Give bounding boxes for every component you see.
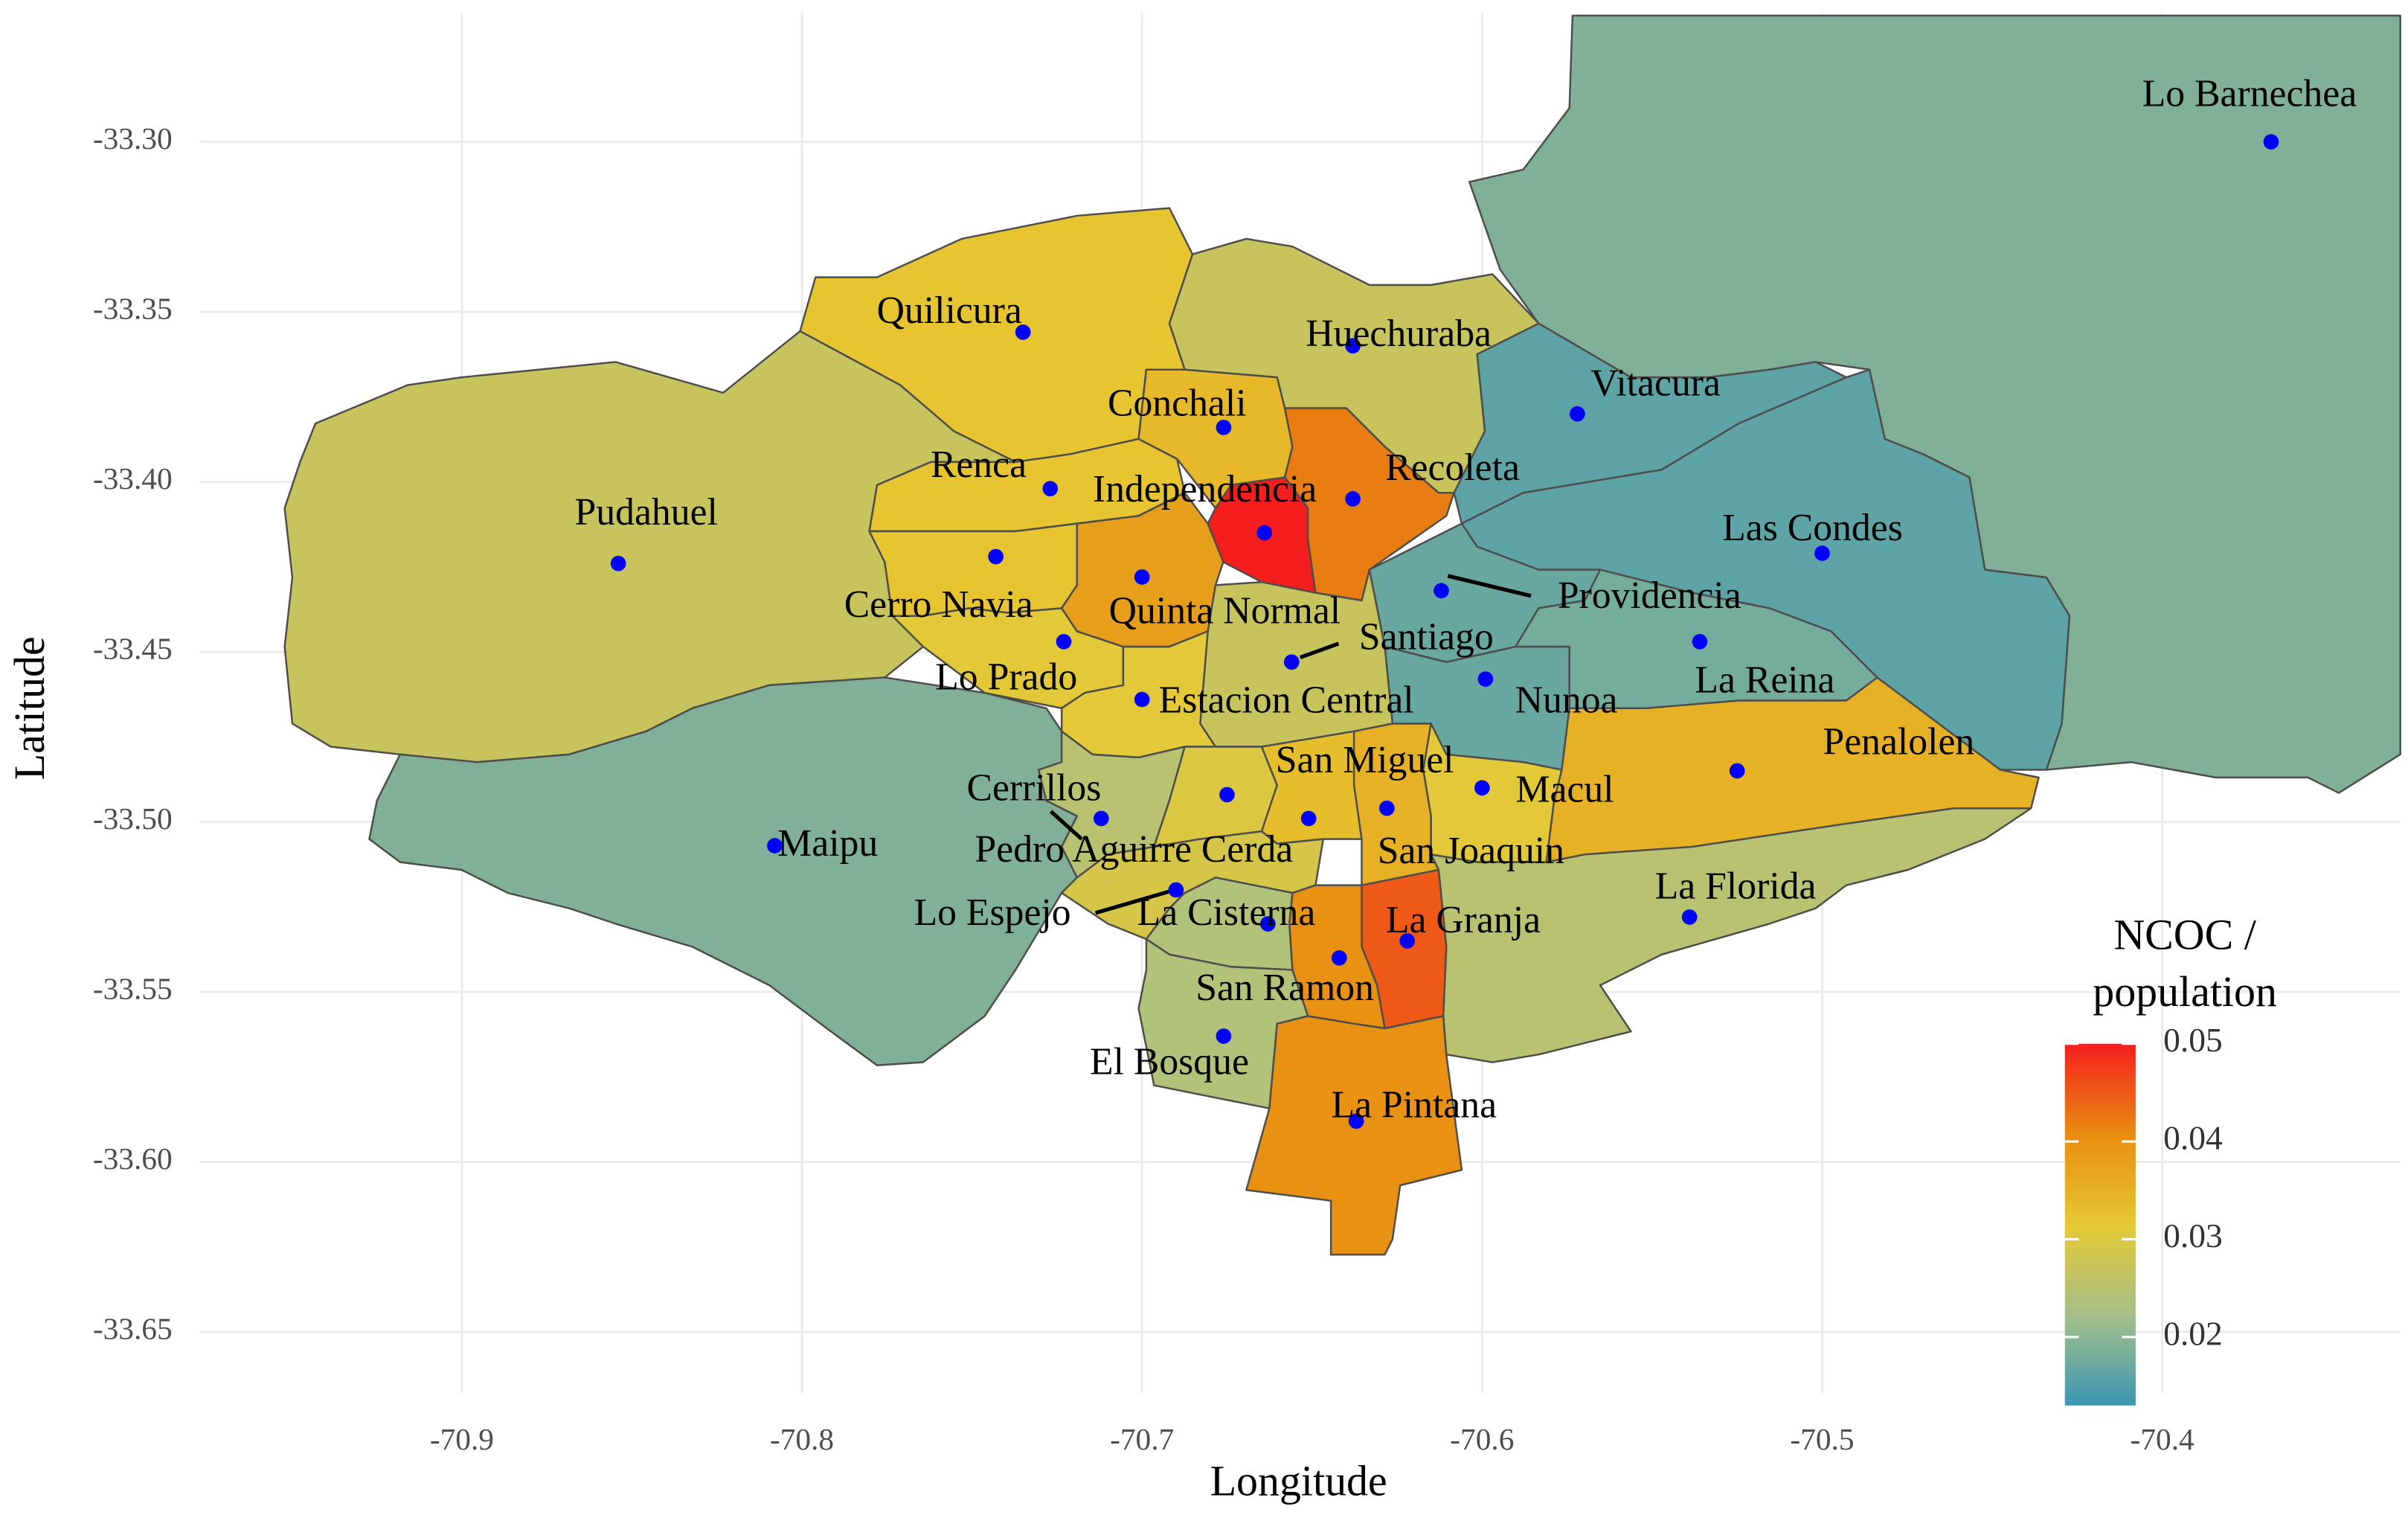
commune-label: Santiago (1359, 616, 1494, 659)
x-tick-label: -70.6 (1450, 1422, 1514, 1456)
commune-label: Macul (1516, 768, 1614, 810)
commune-point (1433, 583, 1449, 599)
commune-point (1300, 810, 1317, 827)
commune-label: Lo Espejo (914, 891, 1071, 934)
colorbar (2064, 1043, 2136, 1406)
commune-label: Pudahuel (575, 491, 718, 534)
commune-label: Conchali (1108, 382, 1247, 424)
commune-label: La Pintana (1332, 1083, 1497, 1126)
x-tick-label: -70.8 (770, 1422, 834, 1456)
legend-tick-label: 0.03 (2163, 1217, 2223, 1255)
leader-line (1049, 810, 1083, 841)
commune-label: Huechuraba (1306, 313, 1492, 355)
commune-point (767, 838, 783, 853)
legend-tick-label: 0.02 (2163, 1314, 2223, 1352)
x-axis-title: Longitude (1210, 1457, 1387, 1505)
x-tick-label: -70.4 (2131, 1422, 2195, 1456)
commune-point (1134, 691, 1150, 708)
y-tick-label: -33.55 (93, 971, 173, 1005)
commune-point (1216, 1028, 1232, 1044)
commune-point (1345, 491, 1361, 507)
commune-label: Quinta Normal (1109, 590, 1341, 632)
commune-point (1348, 1113, 1364, 1129)
y-axis-title: Latitude (5, 636, 54, 780)
commune-point (1093, 810, 1109, 827)
commune-label: La Cisterna (1137, 891, 1316, 934)
commune-point (2263, 134, 2279, 150)
commune-label: Renca (931, 443, 1027, 486)
leader-line (1447, 574, 1532, 598)
commune-label: La Reina (1695, 659, 1834, 702)
commune-point (1219, 787, 1235, 803)
commune-label: La Granja (1386, 899, 1541, 941)
commune-point (1134, 569, 1150, 585)
commune-label: Recoleta (1385, 446, 1520, 489)
y-tick-label: -33.45 (93, 632, 173, 666)
y-tick-label: -33.60 (93, 1141, 173, 1176)
commune-point (1042, 481, 1059, 497)
commune-point (1332, 949, 1347, 966)
region (1260, 730, 1363, 845)
legend-title: NCOC / (2113, 910, 2256, 958)
legend-tick-label: 0.05 (2163, 1021, 2223, 1059)
commune-label: Cerrillos (966, 766, 1101, 809)
y-tick-label: -33.30 (93, 121, 173, 156)
commune-point (1256, 525, 1273, 541)
leader-line (1094, 886, 1181, 915)
x-tick-label: -70.7 (1110, 1422, 1174, 1456)
commune-point (1260, 916, 1276, 932)
y-tick-label: -33.40 (93, 461, 173, 496)
commune-label: Vitacura (1590, 362, 1721, 404)
commune-point (1216, 420, 1232, 435)
region (1245, 1015, 1463, 1256)
commune-label: San Ramon (1195, 967, 1374, 1009)
x-tick-label: -70.5 (1790, 1422, 1854, 1456)
commune-label: Quilicura (877, 289, 1022, 332)
y-tick-label: -33.50 (93, 801, 173, 836)
commune-label: Pedro Aguirre Cerda (975, 828, 1294, 871)
commune-point (1015, 324, 1031, 340)
commune-point (1692, 633, 1708, 650)
x-tick-label: -70.9 (430, 1422, 494, 1456)
commune-label: Nunoa (1515, 679, 1618, 721)
commune-point (1345, 338, 1361, 354)
commune-label: Lo Barnechea (2142, 73, 2357, 115)
commune-label: Providencia (1558, 574, 1741, 617)
commune-label: Cerro Navia (844, 583, 1033, 626)
commune-point (1729, 763, 1745, 779)
commune-label: Lo Prado (935, 656, 1077, 698)
commune-label: Las Condes (1722, 507, 1903, 549)
commune-label: San Miguel (1276, 739, 1454, 781)
commune-point (1379, 800, 1395, 816)
commune-point (1056, 633, 1072, 650)
commune-point (1284, 654, 1300, 670)
y-tick-label: -33.65 (93, 1311, 173, 1345)
commune-label: Estacion Central (1159, 679, 1414, 721)
commune-label: Maipu (777, 822, 878, 865)
y-tick-label: -33.35 (93, 292, 173, 326)
region (1352, 723, 1440, 886)
legend-tick-label: 0.04 (2163, 1119, 2223, 1157)
commune-label: La Florida (1655, 865, 1817, 908)
commune-point (1399, 933, 1416, 949)
commune-label: Penalolen (1823, 720, 1974, 763)
commune-point (988, 548, 1004, 565)
leader-line (1299, 641, 1340, 659)
legend-title: population (2093, 967, 2277, 1016)
commune-point (1681, 909, 1698, 925)
commune-point (1477, 671, 1494, 687)
commune-point (610, 555, 626, 571)
commune-point (1168, 882, 1184, 898)
commune-label: San Joaquin (1378, 830, 1564, 872)
commune-label: Independencia (1093, 468, 1317, 510)
commune-point (1474, 780, 1490, 796)
commune-label: El Bosque (1090, 1041, 1249, 1083)
commune-point (1570, 406, 1585, 422)
commune-point (1814, 545, 1830, 561)
